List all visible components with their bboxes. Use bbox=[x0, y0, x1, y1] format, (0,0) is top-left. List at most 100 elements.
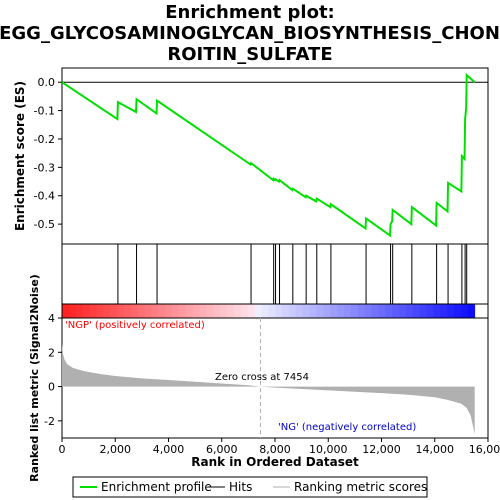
x-tick-label: 14,000 bbox=[416, 443, 455, 456]
es-y-tick-label: 0.0 bbox=[38, 76, 56, 89]
rank-color-cell bbox=[385, 304, 393, 318]
rank-color-cell bbox=[392, 304, 400, 318]
metric-plot-layer: 4 2 0 -2 0 2,000 4,000 6,000 8,000 10,000 12,000 14… bbox=[44, 312, 500, 456]
es-axis-label: Enrichment score (ES) bbox=[13, 81, 27, 231]
rank-color-cell bbox=[275, 304, 283, 318]
rank-color-cell bbox=[68, 304, 77, 318]
es-y-tick-label: -0.1 bbox=[34, 105, 55, 118]
rank-color-cell bbox=[405, 304, 414, 318]
legend-box bbox=[72, 476, 428, 498]
es-y-tick-label: -0.5 bbox=[34, 218, 55, 231]
rank-color-cell bbox=[467, 304, 476, 318]
rank-color-cell bbox=[412, 304, 421, 318]
rank-color-cell bbox=[433, 304, 441, 318]
legend-hits-label: Hits bbox=[229, 480, 252, 494]
rank-color-cell bbox=[227, 304, 235, 318]
rank-color-cell bbox=[364, 304, 372, 318]
x-tick-label: 2,000 bbox=[100, 443, 132, 456]
legend-ranking-label: Ranking metric scores bbox=[294, 480, 427, 494]
rank-color-cell bbox=[261, 304, 269, 318]
metric-axis-label: Ranked list metric (Signal2Noise) bbox=[28, 274, 41, 482]
x-tick-label: 12,000 bbox=[362, 443, 401, 456]
rank-color-cell bbox=[371, 304, 379, 318]
rank-color-cell bbox=[75, 304, 84, 318]
rank-color-cell bbox=[110, 304, 118, 318]
rank-color-cell bbox=[419, 304, 427, 318]
rank-color-cell bbox=[82, 304, 90, 318]
rank-color-cell bbox=[323, 304, 331, 318]
rank-color-cell bbox=[282, 304, 290, 318]
es-y-tick-label: -0.3 bbox=[34, 161, 55, 174]
x-tick-label: 6,000 bbox=[206, 443, 238, 456]
rank-color-bar bbox=[61, 303, 489, 319]
metric-y-tick-label: -2 bbox=[44, 415, 55, 428]
x-tick-label: 8,000 bbox=[259, 443, 291, 456]
rank-color-cell bbox=[185, 304, 194, 318]
rank-color-cell bbox=[178, 304, 187, 318]
rank-color-cell bbox=[288, 304, 297, 318]
rank-color-cell bbox=[130, 304, 139, 318]
rank-color-cell bbox=[337, 304, 345, 318]
legend-enrichment-label: Enrichment profile bbox=[101, 480, 212, 494]
x-tick-label: 4,000 bbox=[153, 443, 185, 456]
rank-color-cell bbox=[357, 304, 366, 318]
rank-color-cell bbox=[206, 304, 214, 318]
rank-color-cell bbox=[330, 304, 338, 318]
rank-color-cell bbox=[268, 304, 276, 318]
x-axis-label: Rank in Ordered Dataset bbox=[191, 455, 359, 469]
rank-color-cell bbox=[165, 304, 173, 318]
zero-cross-label: Zero cross at 7454 bbox=[215, 372, 309, 383]
es-y-tick-label: -0.4 bbox=[34, 190, 55, 203]
chart-title-line-2: KEGG_GLYCOSAMINOGLYCAN_BIOSYNTHESIS_CHON… bbox=[0, 23, 500, 44]
legend: Enrichment profile Hits Ranking metric s… bbox=[72, 476, 428, 498]
rank-color-cell bbox=[62, 304, 70, 318]
rank-color-cell bbox=[144, 304, 152, 318]
rank-color-cell bbox=[344, 304, 352, 318]
rank-color-cell bbox=[254, 304, 262, 318]
rank-color-cell bbox=[96, 304, 104, 318]
rank-color-cell bbox=[172, 304, 180, 318]
chart-title-line-3: ROITIN_SULFATE bbox=[167, 44, 332, 65]
metric-y-tick-label: 4 bbox=[48, 312, 55, 325]
x-tick-label: 10,000 bbox=[309, 443, 348, 456]
rank-color-cell bbox=[378, 304, 386, 318]
hits-barcode-layer bbox=[117, 244, 468, 304]
rank-color-cell bbox=[240, 304, 249, 318]
rank-color-cell bbox=[89, 304, 97, 318]
rank-color-cell bbox=[103, 304, 111, 318]
enrichment-profile-line bbox=[61, 72, 476, 238]
es-y-tick-label: -0.2 bbox=[34, 133, 55, 146]
rank-color-cell bbox=[295, 304, 304, 318]
ranking-metric-area bbox=[62, 343, 475, 435]
rank-color-cell bbox=[440, 304, 448, 318]
rank-color-cell bbox=[117, 304, 125, 318]
rank-color-cell bbox=[447, 304, 455, 318]
rank-color-cell bbox=[350, 304, 359, 318]
positive-correlation-label: 'NGP' (positively correlated) bbox=[65, 320, 205, 331]
rank-color-cell bbox=[247, 304, 255, 318]
x-tick-label: 16,000 bbox=[469, 443, 500, 456]
rank-color-cell bbox=[233, 304, 242, 318]
es-plot-layer: 0.0 -0.1 -0.2 -0.3 -0.4 -0.5 bbox=[34, 72, 488, 238]
rank-color-cell bbox=[460, 304, 469, 318]
rank-color-cell bbox=[220, 304, 228, 318]
metric-y-tick-label: 0 bbox=[48, 381, 55, 394]
rank-color-cell bbox=[199, 304, 207, 318]
chart-title-line-1: Enrichment plot: bbox=[165, 2, 335, 23]
x-tick-label: 0 bbox=[59, 443, 66, 456]
rank-color-cell bbox=[192, 304, 200, 318]
metric-y-tick-label: 2 bbox=[48, 346, 55, 359]
rank-color-cell bbox=[151, 304, 159, 318]
rank-color-cell bbox=[399, 304, 407, 318]
rank-color-cell bbox=[213, 304, 221, 318]
rank-color-cell bbox=[454, 304, 462, 318]
rank-color-cell bbox=[302, 304, 311, 318]
rank-color-cell bbox=[137, 304, 145, 318]
rank-color-cell bbox=[123, 304, 132, 318]
rank-color-cell bbox=[158, 304, 166, 318]
rank-color-bar-frame bbox=[61, 303, 489, 319]
hits-panel-frame bbox=[61, 243, 489, 305]
negative-correlation-label: 'NG' (negatively correlated) bbox=[278, 422, 416, 433]
rank-color-cell bbox=[309, 304, 317, 318]
